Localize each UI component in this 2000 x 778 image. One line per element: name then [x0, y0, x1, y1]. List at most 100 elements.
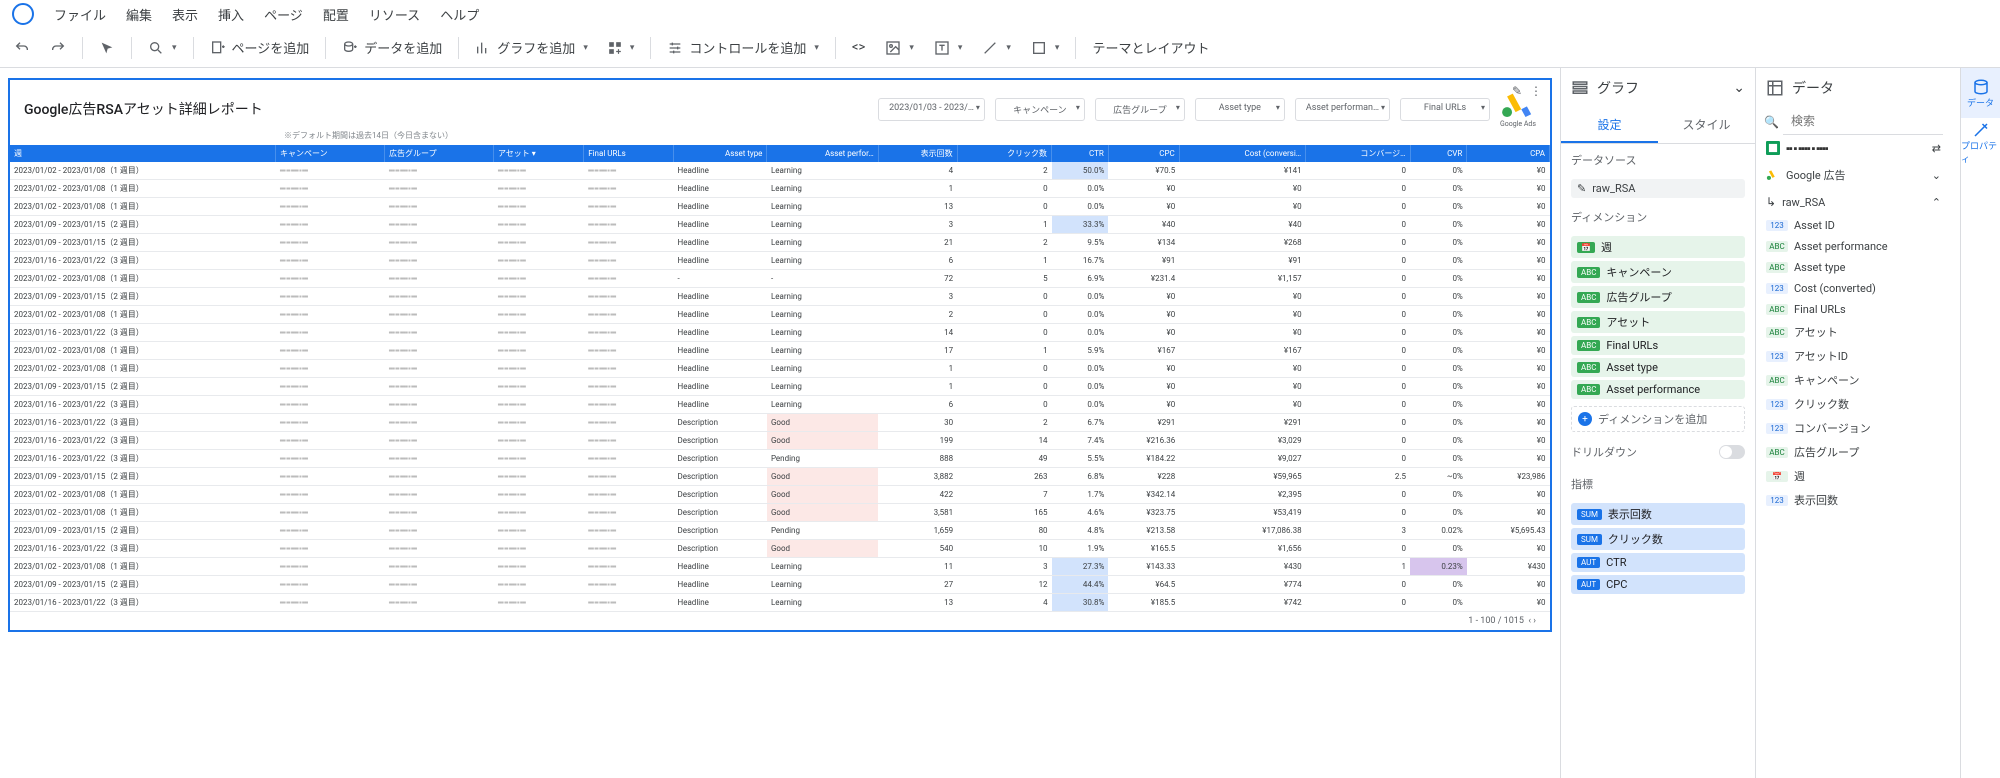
theme-button[interactable]: テーマとレイアウト [1084, 34, 1217, 61]
field-row[interactable]: ABCAsset performance [1756, 236, 1951, 257]
metric-chip[interactable]: AUTCTR [1571, 553, 1745, 572]
shape-button[interactable] [1023, 36, 1068, 60]
table-row[interactable]: 2023/01/02 - 2023/01/08（1 週目）▪▪▪ ▪▪ ▪▪▪▪… [10, 198, 1550, 216]
menu-file[interactable]: ファイル [54, 5, 106, 24]
table-row[interactable]: 2023/01/16 - 2023/01/22（3 週目）▪▪▪ ▪▪ ▪▪▪▪… [10, 396, 1550, 414]
filter-chip-0[interactable]: 2023/01/03 - 2023/… [878, 98, 985, 121]
field-row[interactable]: ABCFinal URLs [1756, 299, 1951, 320]
col-header[interactable]: Final URLs [584, 145, 674, 162]
pager[interactable]: 1 - 100 / 1015 ‹ › [10, 612, 1550, 630]
more-icon[interactable]: ⋮ [1530, 84, 1542, 98]
menu-view[interactable]: 表示 [172, 5, 198, 24]
field-row[interactable]: ABCキャンペーン [1756, 368, 1951, 392]
chevron-icon[interactable]: ⇄ [1932, 142, 1941, 155]
col-header[interactable]: Asset type [674, 145, 767, 162]
embed-button[interactable]: <> [844, 36, 873, 59]
table-row[interactable]: 2023/01/09 - 2023/01/15（2 週目）▪▪▪ ▪▪ ▪▪▪▪… [10, 216, 1550, 234]
dimension-chip[interactable]: ABCAsset type [1571, 358, 1745, 377]
field-row[interactable]: 123Cost (converted) [1756, 278, 1951, 299]
add-data-button[interactable]: データを追加 [334, 34, 450, 61]
report-canvas[interactable]: ✎ ⋮ Google広告RSAアセット詳細レポート 2023/01/03 - 2… [0, 68, 1560, 778]
dimension-chip[interactable]: 📅週 [1571, 236, 1745, 258]
table-row[interactable]: 2023/01/02 - 2023/01/08（1 週目）▪▪▪ ▪▪ ▪▪▪▪… [10, 558, 1550, 576]
table-row[interactable]: 2023/01/02 - 2023/01/08（1 週目）▪▪▪ ▪▪ ▪▪▪▪… [10, 306, 1550, 324]
field-row[interactable]: ABCアセット [1756, 320, 1951, 344]
table-row[interactable]: 2023/01/16 - 2023/01/22（3 週目）▪▪▪ ▪▪ ▪▪▪▪… [10, 594, 1550, 612]
image-button[interactable] [877, 36, 922, 60]
table-row[interactable]: 2023/01/09 - 2023/01/15（2 週目）▪▪▪ ▪▪ ▪▪▪▪… [10, 378, 1550, 396]
rail-properties[interactable]: プロパティ [1961, 118, 2000, 168]
tab-setup[interactable]: 設定 [1561, 108, 1658, 143]
menu-help[interactable]: ヘルプ [440, 5, 479, 24]
menu-resource[interactable]: リソース [369, 5, 420, 24]
table-row[interactable]: 2023/01/09 - 2023/01/15（2 週目）▪▪▪ ▪▪ ▪▪▪▪… [10, 576, 1550, 594]
col-header[interactable]: アセット ▾ [493, 145, 583, 162]
add-control-button[interactable]: コントロールを追加 [659, 34, 827, 61]
filter-chip-2[interactable]: 広告グループ [1095, 98, 1185, 121]
dimension-chip[interactable]: ABCアセット [1571, 311, 1745, 333]
community-viz-button[interactable] [600, 37, 643, 59]
menu-arrange[interactable]: 配置 [323, 5, 349, 24]
table-row[interactable]: 2023/01/09 - 2023/01/15（2 週目）▪▪▪ ▪▪ ▪▪▪▪… [10, 522, 1550, 540]
table-row[interactable]: 2023/01/16 - 2023/01/22（3 週目）▪▪▪ ▪▪ ▪▪▪▪… [10, 324, 1550, 342]
menu-insert[interactable]: 挿入 [218, 5, 244, 24]
data-table[interactable]: 週キャンペーン広告グループアセット ▾Final URLsAsset typeA… [10, 145, 1550, 612]
field-row[interactable]: 123アセットID [1756, 344, 1951, 368]
table-row[interactable]: 2023/01/02 - 2023/01/08（1 週目）▪▪▪ ▪▪ ▪▪▪▪… [10, 162, 1550, 180]
metric-chip[interactable]: SUMクリック数 [1571, 528, 1745, 550]
table-row[interactable]: 2023/01/02 - 2023/01/08（1 週目）▪▪▪ ▪▪ ▪▪▪▪… [10, 180, 1550, 198]
edit-icon[interactable]: ✎ [1512, 84, 1522, 98]
dimension-chip[interactable]: ABCキャンペーン [1571, 261, 1745, 283]
col-header[interactable]: 表示回数 [878, 145, 957, 162]
table-row[interactable]: 2023/01/09 - 2023/01/15（2 週目）▪▪▪ ▪▪ ▪▪▪▪… [10, 468, 1550, 486]
chevron-down-icon[interactable]: ⌄ [1733, 80, 1745, 96]
dimension-chip[interactable]: ABC広告グループ [1571, 286, 1745, 308]
menu-page[interactable]: ページ [264, 5, 303, 24]
col-header[interactable]: Cost (conversi… [1179, 145, 1305, 162]
redo-button[interactable] [42, 36, 74, 60]
line-button[interactable] [974, 36, 1019, 60]
col-header[interactable]: コンバージ… [1306, 145, 1410, 162]
tab-style[interactable]: スタイル [1658, 108, 1755, 143]
report-card[interactable]: ✎ ⋮ Google広告RSAアセット詳細レポート 2023/01/03 - 2… [8, 78, 1552, 632]
table-row[interactable]: 2023/01/16 - 2023/01/22（3 週目）▪▪▪ ▪▪ ▪▪▪▪… [10, 540, 1550, 558]
table-row[interactable]: 2023/01/02 - 2023/01/08（1 週目）▪▪▪ ▪▪ ▪▪▪▪… [10, 504, 1550, 522]
add-page-button[interactable]: ページを追加 [202, 34, 318, 61]
field-search-input[interactable] [1783, 108, 1943, 135]
filter-chip-5[interactable]: Final URLs [1400, 98, 1490, 121]
table-row[interactable]: ↳ raw_RSA ⌃ [1756, 189, 1951, 215]
table-row[interactable]: 2023/01/02 - 2023/01/08（1 週目）▪▪▪ ▪▪ ▪▪▪▪… [10, 360, 1550, 378]
rail-data[interactable]: データ [1961, 68, 2000, 118]
connector-row[interactable]: Google 広告 ⌄ [1756, 161, 1951, 189]
drilldown-toggle[interactable] [1719, 445, 1745, 459]
col-header[interactable]: CPC [1108, 145, 1179, 162]
col-header[interactable]: CTR [1052, 145, 1109, 162]
col-header[interactable]: クリック数 [957, 145, 1051, 162]
table-row[interactable]: 2023/01/02 - 2023/01/08（1 週目）▪▪▪ ▪▪ ▪▪▪▪… [10, 342, 1550, 360]
sheet-row[interactable]: ▪▪ ▪ ▪▪▪▪ ▪ ▪▪▪▪ ⇄ [1756, 135, 1951, 161]
add-dimension-button[interactable]: +ディメンションを追加 [1571, 406, 1745, 432]
table-row[interactable]: 2023/01/16 - 2023/01/22（3 週目）▪▪▪ ▪▪ ▪▪▪▪… [10, 252, 1550, 270]
add-chart-button[interactable]: グラフを追加 [467, 34, 596, 61]
undo-button[interactable] [6, 36, 38, 60]
expand-icon[interactable]: ⌄ [1932, 169, 1941, 182]
table-row[interactable]: 2023/01/16 - 2023/01/22（3 週目）▪▪▪ ▪▪ ▪▪▪▪… [10, 432, 1550, 450]
filter-chip-4[interactable]: Asset performan… [1295, 98, 1390, 121]
metric-chip[interactable]: SUM表示回数 [1571, 503, 1745, 525]
metric-chip[interactable]: AUTCPC [1571, 575, 1745, 594]
field-row[interactable]: 📅週 [1756, 464, 1951, 488]
field-row[interactable]: ABC広告グループ [1756, 440, 1951, 464]
select-tool[interactable] [91, 36, 123, 60]
expand-icon[interactable]: ⌃ [1932, 196, 1941, 209]
text-button[interactable] [926, 36, 971, 60]
table-row[interactable]: 2023/01/16 - 2023/01/22（3 週目）▪▪▪ ▪▪ ▪▪▪▪… [10, 414, 1550, 432]
col-header[interactable]: CPA [1467, 145, 1550, 162]
col-header[interactable]: 週 [10, 145, 276, 162]
field-row[interactable]: ABCAsset type [1756, 257, 1951, 278]
field-row[interactable]: 123コンバージョン [1756, 416, 1951, 440]
col-header[interactable]: Asset perfor… [767, 145, 878, 162]
filter-chip-1[interactable]: キャンペーン [995, 98, 1085, 121]
field-row[interactable]: 123Asset ID [1756, 215, 1951, 236]
filter-chip-3[interactable]: Asset type [1195, 98, 1285, 121]
zoom-dropdown[interactable] [140, 36, 185, 60]
